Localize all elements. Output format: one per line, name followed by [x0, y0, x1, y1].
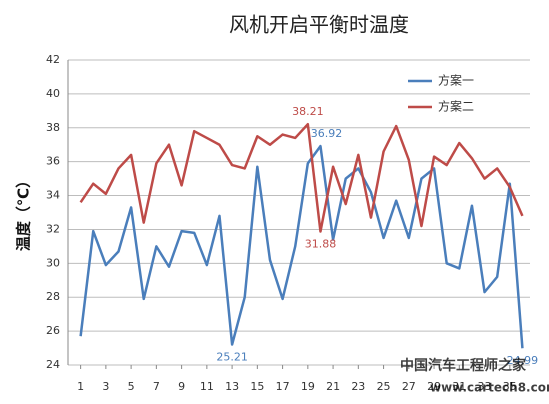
watermark: www.cartech8.com: [430, 381, 549, 395]
x-tick-label: 15: [250, 380, 264, 393]
data-label: 36.92: [311, 127, 343, 140]
y-tick-label: 32: [46, 222, 60, 235]
x-tick-label: 27: [402, 380, 416, 393]
legend-label: 方案一: [438, 73, 474, 88]
x-tick-label: 31: [452, 380, 466, 393]
series-line: [79, 144, 524, 349]
x-tick-label: 29: [427, 380, 441, 393]
y-tick-label: 42: [46, 53, 60, 66]
data-label: 25.21: [216, 350, 248, 363]
x-tick-label: 35: [503, 380, 517, 393]
x-tick-label: 23: [351, 380, 365, 393]
y-tick-label: 36: [46, 155, 60, 168]
x-tick-label: 33: [478, 380, 492, 393]
data-label: 31.88: [305, 237, 337, 250]
chart-title: 风机开启平衡时温度: [229, 13, 409, 37]
y-tick-label: 30: [46, 256, 60, 269]
x-tick-label: 9: [178, 380, 185, 393]
legend-label: 方案二: [438, 99, 474, 114]
data-label: 38.21: [292, 105, 324, 118]
x-tick-label: 21: [326, 380, 340, 393]
y-tick-label: 38: [46, 121, 60, 134]
x-tick-label: 25: [377, 380, 391, 393]
x-tick-label: 5: [128, 380, 135, 393]
y-tick-label: 24: [46, 358, 60, 371]
y-tick-label: 26: [46, 324, 60, 337]
data-label: 24.99: [507, 354, 539, 367]
watermark: 中国汽车工程师之家: [400, 357, 527, 374]
y-tick-label: 28: [46, 290, 60, 303]
y-tick-label: 34: [46, 189, 60, 202]
x-tick-label: 3: [102, 380, 109, 393]
x-tick-label: 19: [301, 380, 315, 393]
x-tick-label: 11: [200, 380, 214, 393]
x-tick-label: 17: [276, 380, 290, 393]
x-tick-label: 7: [153, 380, 160, 393]
x-tick-label: 13: [225, 380, 239, 393]
y-axis-label: 温度（℃）: [15, 173, 33, 251]
y-tick-label: 40: [46, 87, 60, 100]
series-line: [79, 122, 524, 233]
x-tick-label: 1: [77, 380, 84, 393]
